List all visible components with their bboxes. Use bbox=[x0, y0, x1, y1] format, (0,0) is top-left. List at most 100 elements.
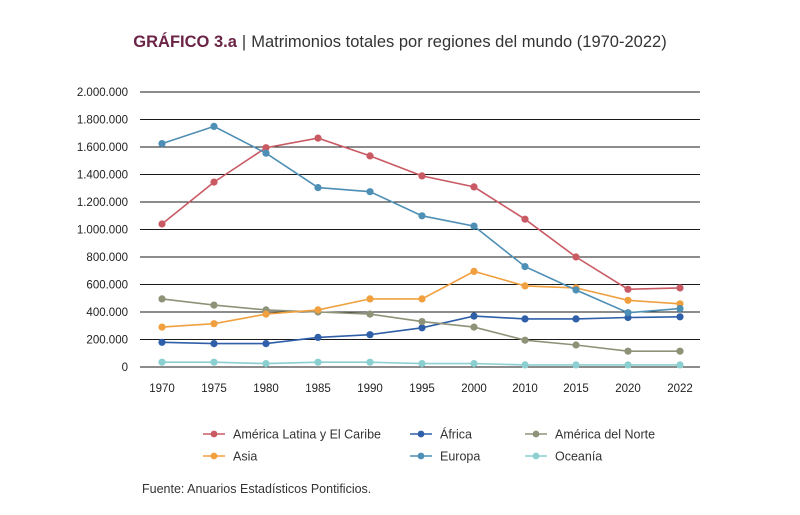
x-tick-label: 2000 bbox=[461, 383, 487, 395]
data-point bbox=[521, 336, 529, 344]
data-point bbox=[262, 310, 270, 318]
data-point bbox=[470, 222, 478, 230]
data-point bbox=[418, 360, 426, 368]
y-axis-ticks: 0 200.000 400.000 600.000 800.000 1.000.000 1.… bbox=[77, 87, 128, 374]
y-tick-label: 400.000 bbox=[86, 307, 128, 319]
series-2 bbox=[158, 295, 684, 355]
series-1 bbox=[158, 312, 684, 348]
data-point bbox=[158, 140, 166, 148]
y-tick-label: 200.000 bbox=[86, 335, 128, 347]
data-point bbox=[366, 295, 374, 303]
chart-title: GRÁFICO 3.a | Matrimonios totales por regi… bbox=[133, 32, 666, 51]
legend-marker bbox=[210, 430, 218, 438]
data-point bbox=[521, 282, 529, 290]
legend-marker bbox=[532, 430, 540, 438]
data-point bbox=[158, 295, 166, 303]
data-point bbox=[521, 215, 529, 223]
series-0 bbox=[158, 134, 684, 293]
x-tick-label: 2020 bbox=[615, 383, 641, 395]
chart-title-text: Matrimonios totales por regiones del mun… bbox=[251, 33, 666, 51]
data-point bbox=[366, 310, 374, 318]
data-point bbox=[210, 340, 218, 348]
legend-marker bbox=[210, 452, 218, 460]
legend-label: Europa bbox=[440, 450, 480, 464]
x-tick-label: 2022 bbox=[667, 383, 693, 395]
legend-label: Asia bbox=[233, 450, 257, 464]
data-point bbox=[366, 188, 374, 196]
legend-item: Asia bbox=[203, 450, 257, 464]
x-tick-label: 2010 bbox=[512, 383, 538, 395]
data-point bbox=[366, 331, 374, 339]
x-tick-label: 1975 bbox=[201, 383, 227, 395]
data-point bbox=[314, 184, 322, 192]
data-point bbox=[572, 361, 580, 369]
data-point bbox=[314, 134, 322, 142]
data-point bbox=[676, 361, 684, 369]
data-point bbox=[210, 122, 218, 130]
data-point bbox=[158, 358, 166, 366]
data-point bbox=[572, 286, 580, 294]
y-tick-label: 1.400.000 bbox=[77, 170, 128, 182]
legend-marker bbox=[417, 452, 425, 460]
data-point bbox=[210, 358, 218, 366]
data-point bbox=[418, 295, 426, 303]
data-point bbox=[418, 172, 426, 180]
data-point bbox=[314, 358, 322, 366]
x-tick-label: 1980 bbox=[253, 383, 279, 395]
data-point bbox=[624, 309, 632, 317]
data-point bbox=[158, 323, 166, 331]
data-point bbox=[210, 320, 218, 328]
series-5 bbox=[158, 358, 684, 369]
legend-item: América del Norte bbox=[525, 428, 655, 442]
legend-item: África bbox=[410, 427, 472, 442]
data-point bbox=[521, 361, 529, 369]
data-point bbox=[366, 152, 374, 160]
gridlines bbox=[140, 91, 700, 368]
data-point bbox=[676, 313, 684, 321]
source-note: Fuente: Anuarios Estadísticos Pontificio… bbox=[142, 482, 372, 496]
series-group bbox=[158, 122, 684, 369]
x-tick-label: 1990 bbox=[357, 383, 383, 395]
data-point bbox=[210, 178, 218, 186]
data-point bbox=[676, 284, 684, 292]
data-point bbox=[314, 333, 322, 341]
y-tick-label: 600.000 bbox=[86, 280, 128, 292]
data-point bbox=[366, 358, 374, 366]
data-point bbox=[624, 296, 632, 304]
x-tick-label: 1995 bbox=[409, 383, 435, 395]
legend-label: América del Norte bbox=[555, 428, 655, 442]
data-point bbox=[521, 315, 529, 323]
chart-title-label: GRÁFICO 3.a bbox=[133, 32, 237, 51]
x-tick-label: 1985 bbox=[305, 383, 331, 395]
y-tick-label: 1.200.000 bbox=[77, 197, 128, 209]
legend-label: África bbox=[440, 427, 472, 442]
data-point bbox=[470, 267, 478, 275]
y-tick-label: 1.000.000 bbox=[77, 225, 128, 237]
data-point bbox=[262, 144, 270, 152]
y-tick-label: 2.000.000 bbox=[77, 87, 128, 99]
data-point bbox=[262, 149, 270, 157]
data-point bbox=[210, 301, 218, 309]
y-tick-label: 0 bbox=[122, 362, 128, 374]
x-tick-label: 2015 bbox=[563, 383, 589, 395]
legend-item: Oceanía bbox=[525, 450, 602, 464]
data-point bbox=[470, 360, 478, 368]
data-point bbox=[262, 340, 270, 348]
series-4 bbox=[158, 122, 684, 317]
x-axis-ticks: 1970 1975 1980 1985 1990 1995 2000 2010 2015 2020… bbox=[149, 383, 693, 395]
data-point bbox=[262, 360, 270, 368]
chart-title-separator: | bbox=[242, 33, 246, 51]
legend-label: América Latina y El Caribe bbox=[233, 428, 381, 442]
data-point bbox=[158, 220, 166, 228]
legend-item: América Latina y El Caribe bbox=[203, 428, 381, 442]
data-point bbox=[521, 263, 529, 271]
data-point bbox=[418, 318, 426, 326]
data-point bbox=[572, 315, 580, 323]
data-point bbox=[624, 285, 632, 293]
data-point bbox=[158, 338, 166, 346]
data-point bbox=[676, 347, 684, 355]
data-point bbox=[470, 323, 478, 331]
data-point bbox=[314, 306, 322, 314]
x-tick-label: 1970 bbox=[149, 383, 175, 395]
